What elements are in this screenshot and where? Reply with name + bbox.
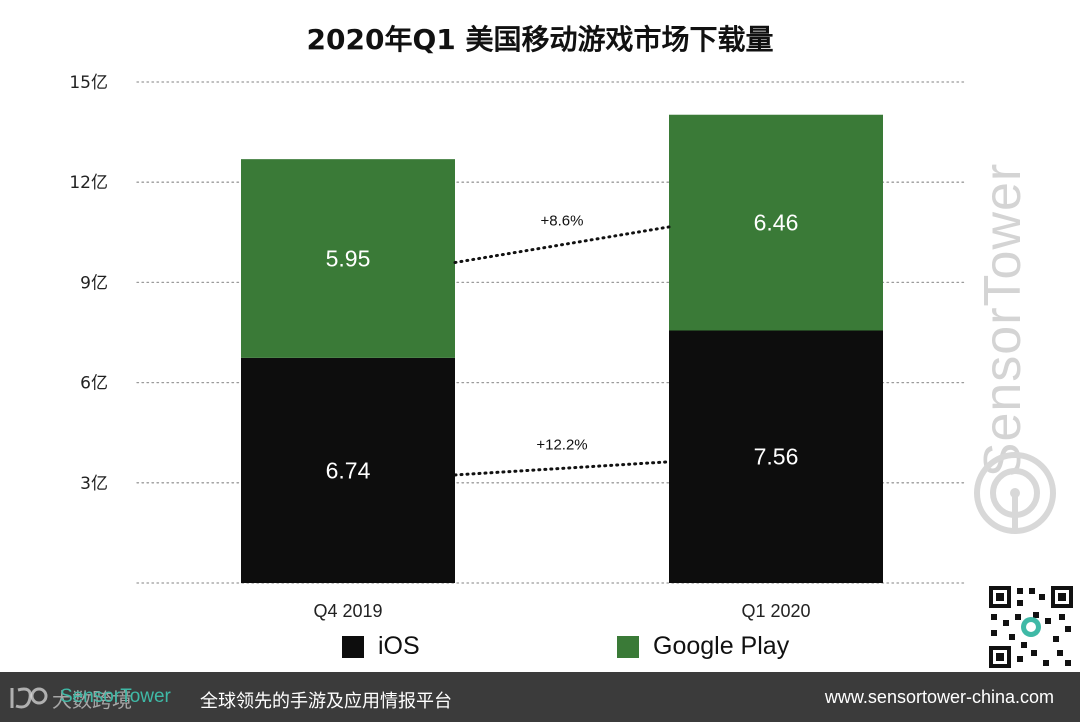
growth-connector-0 [453,225,671,264]
qr-code-icon [987,584,1075,670]
y-tick-label-12: 12亿 [69,173,108,193]
bars-layer: 6.74 5.95 7.56 6.46 [241,114,883,583]
footer-overlay-logo-text: 大数跨境 [52,688,132,712]
footer-url[interactable]: www.sensortower-china.com [824,687,1054,707]
legend-item-ios: iOS [342,632,420,661]
y-tick-label-9: 9亿 [80,273,108,293]
x-tick-label-1: Q1 2020 [741,601,810,621]
legend-swatch-ios [342,635,364,658]
growth-connector-1 [453,460,671,477]
bar-ios-1 [669,330,883,583]
bar-google-play-1 [669,114,883,331]
y-tick-label-6: 6亿 [80,374,108,394]
bar-google-play-0 [241,159,455,358]
dashujingjing-logo-icon [10,687,48,709]
x-tick-label-0: Q4 2019 [313,601,382,621]
bar-value-label-ios-1: 7.56 [754,444,799,470]
y-tick-label-15: 15亿 [69,73,108,93]
legend-swatch-google-play [617,635,639,658]
legend-label-google-play: Google Play [653,632,790,660]
footer-bar: 大数跨境 SensorTower 全球领先的手游及应用情报平台 www.sens… [0,672,1080,722]
footer-brand: SensorTower [60,686,171,707]
legend-item-google-play: Google Play [617,632,789,661]
bar-ios-0 [241,357,455,583]
footer-tagline: 全球领先的手游及应用情报平台 [200,691,452,712]
chart-title: 2020年Q1 美国移动游戏市场下载量 [306,23,774,56]
bar-value-label-google-play-1: 6.46 [754,210,799,236]
growth-label-0: +8.6% [541,213,584,230]
y-axis-ticks: 3亿 6亿 9亿 12亿 15亿 [69,73,108,494]
bar-value-label-google-play-0: 5.95 [326,246,371,272]
watermark-text: SensorTower [974,162,1032,478]
growth-label-1: +12.2% [536,436,587,453]
bar-value-label-ios-0: 6.74 [326,457,371,483]
legend-label-ios: iOS [378,632,420,660]
x-axis-ticks: Q4 2019 Q1 2020 [313,601,810,621]
stacked-bar-chart: 3亿 6亿 9亿 12亿 15亿 6.74 5.95 7.56 6.46 +8.6% +12.2… [69,73,968,621]
y-tick-label-3: 3亿 [80,474,108,494]
sensortower-watermark-logo-icon [974,452,1056,534]
growth-annotations: +8.6% +12.2% [453,213,671,477]
